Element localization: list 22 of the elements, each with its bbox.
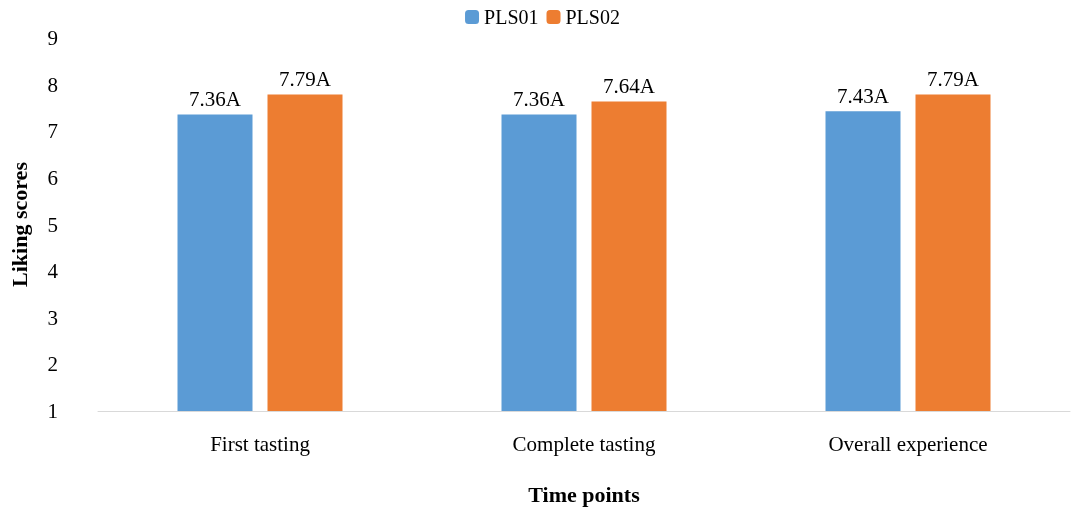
y-tick-label: 5 bbox=[47, 212, 58, 237]
data-label: 7.43A bbox=[837, 83, 890, 108]
x-axis-title: Time points bbox=[528, 481, 641, 507]
y-tick-label: 3 bbox=[47, 305, 58, 330]
x-tick-label: First tasting bbox=[210, 431, 311, 456]
x-tick-label: Overall experience bbox=[828, 431, 988, 456]
data-label: 7.36A bbox=[513, 86, 566, 111]
legend-label: PLS02 bbox=[565, 6, 620, 28]
y-tick-label: 6 bbox=[47, 165, 58, 190]
y-axis-title: Liking scores bbox=[6, 161, 32, 287]
y-tick-label: 4 bbox=[47, 259, 59, 284]
x-tick-label: Complete tasting bbox=[512, 431, 656, 456]
y-tick-label: 8 bbox=[47, 72, 58, 97]
y-tick-label: 7 bbox=[47, 119, 58, 144]
data-label: 7.79A bbox=[279, 66, 332, 91]
data-label: 7.79A bbox=[927, 66, 980, 91]
y-tick-label: 1 bbox=[47, 399, 58, 423]
legend-label: PLS01 bbox=[484, 6, 539, 28]
data-label: 7.36A bbox=[189, 86, 242, 111]
y-tick-label: 2 bbox=[47, 352, 58, 377]
data-label: 7.64A bbox=[603, 73, 656, 98]
y-tick-label: 9 bbox=[47, 26, 58, 50]
